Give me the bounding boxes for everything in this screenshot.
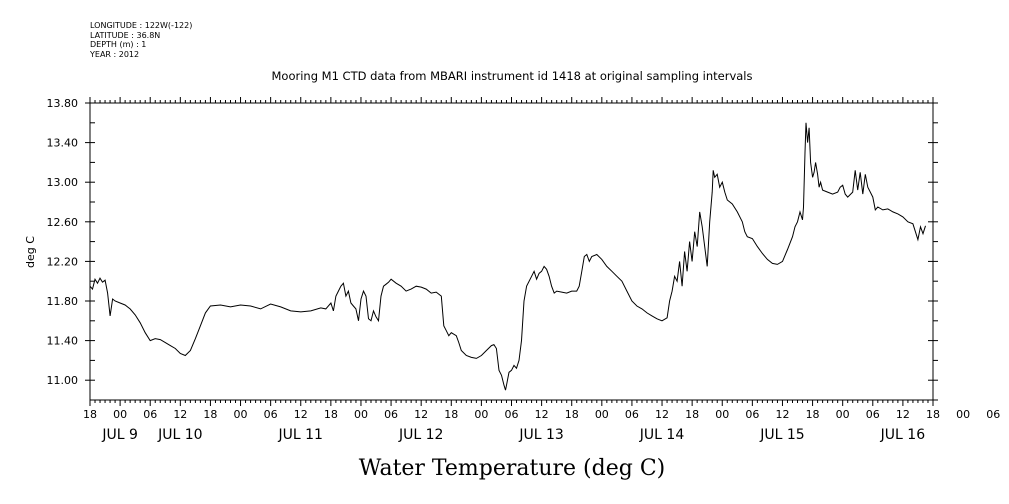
mooring-metadata: LONGITUDE : 122W(-122) LATITUDE : 36.8N … (90, 21, 192, 59)
depth-text: DEPTH (m) : 1 (90, 40, 147, 50)
x-tick-label: 12 (414, 408, 428, 421)
y-tick-label: 13.00 (47, 176, 79, 189)
y-tick-label: 12.20 (47, 255, 79, 268)
x-tick-label: 00 (595, 408, 609, 421)
x-tick-label: 00 (474, 408, 488, 421)
x-tick-label: 18 (685, 408, 699, 421)
y-tick-label: 12.60 (47, 216, 79, 229)
y-tick-label: 11.80 (47, 295, 79, 308)
x-tick-label: 18 (806, 408, 820, 421)
x-tick-label: 00 (715, 408, 729, 421)
x-tick-label: 12 (896, 408, 910, 421)
x-tick-label: 18 (203, 408, 217, 421)
temperature-series-line (89, 122, 926, 391)
x-tick-label: 00 (836, 408, 850, 421)
axis-ticks (85, 97, 938, 406)
year-text: YEAR : 2012 (90, 49, 140, 59)
y-tick-label: 11.40 (47, 335, 79, 348)
x-tick-label: 06 (384, 408, 398, 421)
x-date-label: JUL 15 (759, 427, 804, 443)
x-axis-label: Water Temperature (deg C) (359, 456, 666, 481)
latitude-text: LATITUDE : 36.8N (90, 30, 161, 40)
axis-labels: 18 00 06 12 18 00 06 12 18 00 06 12 18 00 06 12 18 00 06 12… (47, 97, 1001, 443)
x-tick-label: 12 (775, 408, 789, 421)
longitude-text: LONGITUDE : 122W(-122) (90, 21, 193, 30)
y-tick-label: 13.40 (47, 137, 79, 150)
x-tick-label: 18 (444, 408, 458, 421)
x-date-label: JUL 16 (880, 427, 926, 443)
x-date-label: JUL 12 (398, 427, 443, 443)
x-date-label: JUL 14 (639, 427, 685, 443)
chart-title: Mooring M1 CTD data from MBARI instrumen… (272, 69, 753, 83)
y-tick-label: 11.00 (47, 374, 79, 387)
x-tick-label: 00 (354, 408, 368, 421)
x-date-label: JUL 13 (518, 427, 563, 443)
x-tick-label: 06 (625, 408, 639, 421)
x-tick-label: 06 (143, 408, 157, 421)
x-tick-label: 06 (264, 408, 278, 421)
x-tick-label: 12 (535, 408, 549, 421)
x-tick-label: 00 (113, 408, 127, 421)
x-tick-label: 06 (866, 408, 880, 421)
x-tick-label: 18 (926, 408, 940, 421)
x-tick-label: 06 (986, 408, 1000, 421)
y-axis-label: deg C (24, 236, 37, 268)
x-tick-label: 00 (956, 408, 970, 421)
x-tick-label: 12 (294, 408, 308, 421)
x-tick-label: 12 (655, 408, 669, 421)
x-tick-label: 12 (173, 408, 187, 421)
x-date-label: JUL 11 (278, 427, 323, 443)
x-tick-label: 18 (565, 408, 579, 421)
plot-frame (89, 102, 934, 401)
x-tick-label: 18 (324, 408, 338, 421)
x-tick-label: 18 (83, 408, 97, 421)
y-tick-label: 13.80 (47, 97, 79, 110)
x-tick-label: 06 (505, 408, 519, 421)
x-tick-label: 06 (745, 408, 759, 421)
x-tick-label: 00 (234, 408, 248, 421)
x-date-label: JUL 9 (101, 427, 138, 443)
x-date-label: JUL 10 (157, 427, 202, 443)
